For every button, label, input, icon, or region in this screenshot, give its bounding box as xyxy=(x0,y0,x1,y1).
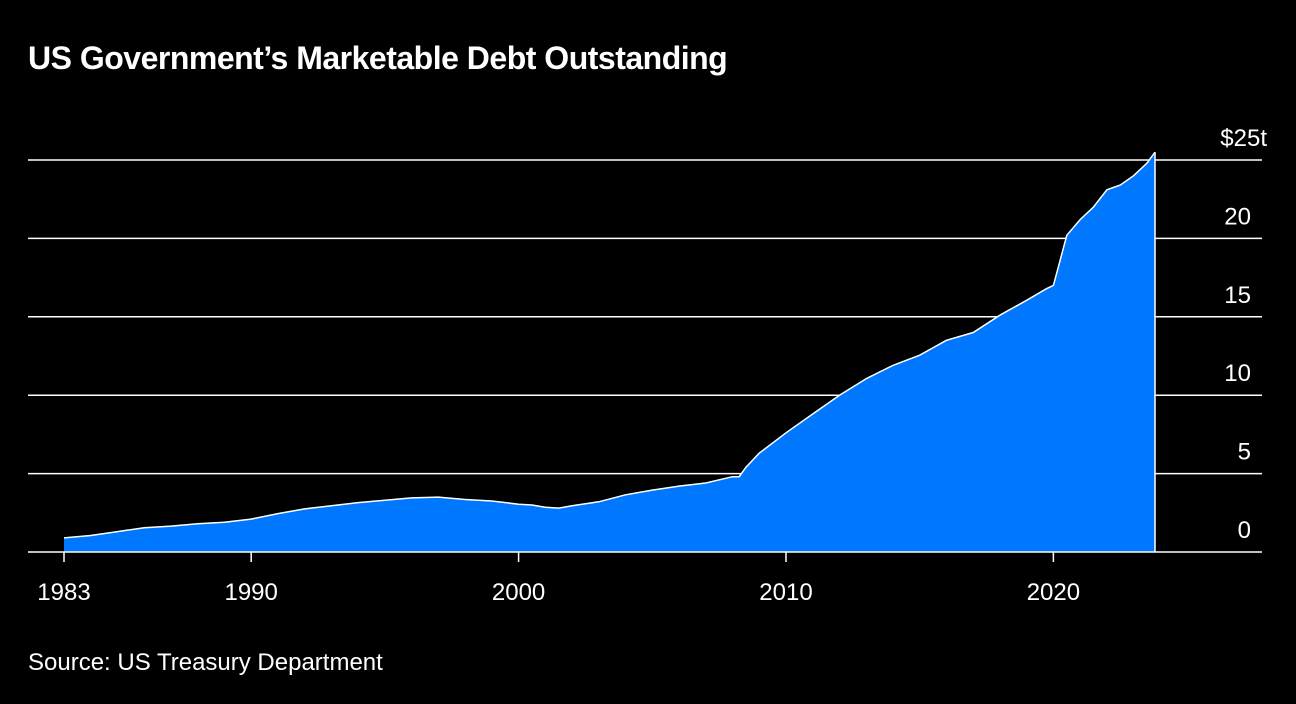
y-tick-label: 0 xyxy=(1238,517,1251,544)
chart-title: US Government’s Marketable Debt Outstand… xyxy=(28,40,728,76)
x-tick-labels: 1983 1990 2000 2010 2020 xyxy=(37,552,1080,606)
x-tick-label: 2020 xyxy=(1027,579,1080,606)
y-tick-label: 10 xyxy=(1224,360,1251,387)
y-tick-label: 5 xyxy=(1238,439,1251,466)
y-tick-label: 20 xyxy=(1224,203,1251,230)
debt-line xyxy=(63,151,1156,539)
x-tick-label: 1990 xyxy=(224,579,277,606)
x-tick-label: 1983 xyxy=(37,579,90,606)
source-note: Source: US Treasury Department xyxy=(28,649,383,676)
x-tick-label: 2000 xyxy=(492,579,545,606)
x-tick-label: 2010 xyxy=(759,579,812,606)
debt-area xyxy=(64,152,1155,552)
y-tick-label: 15 xyxy=(1224,282,1251,309)
y-tick-label: $25t xyxy=(1220,125,1267,152)
y-tick-labels: 0 5 10 15 20 $25t xyxy=(1220,125,1267,544)
